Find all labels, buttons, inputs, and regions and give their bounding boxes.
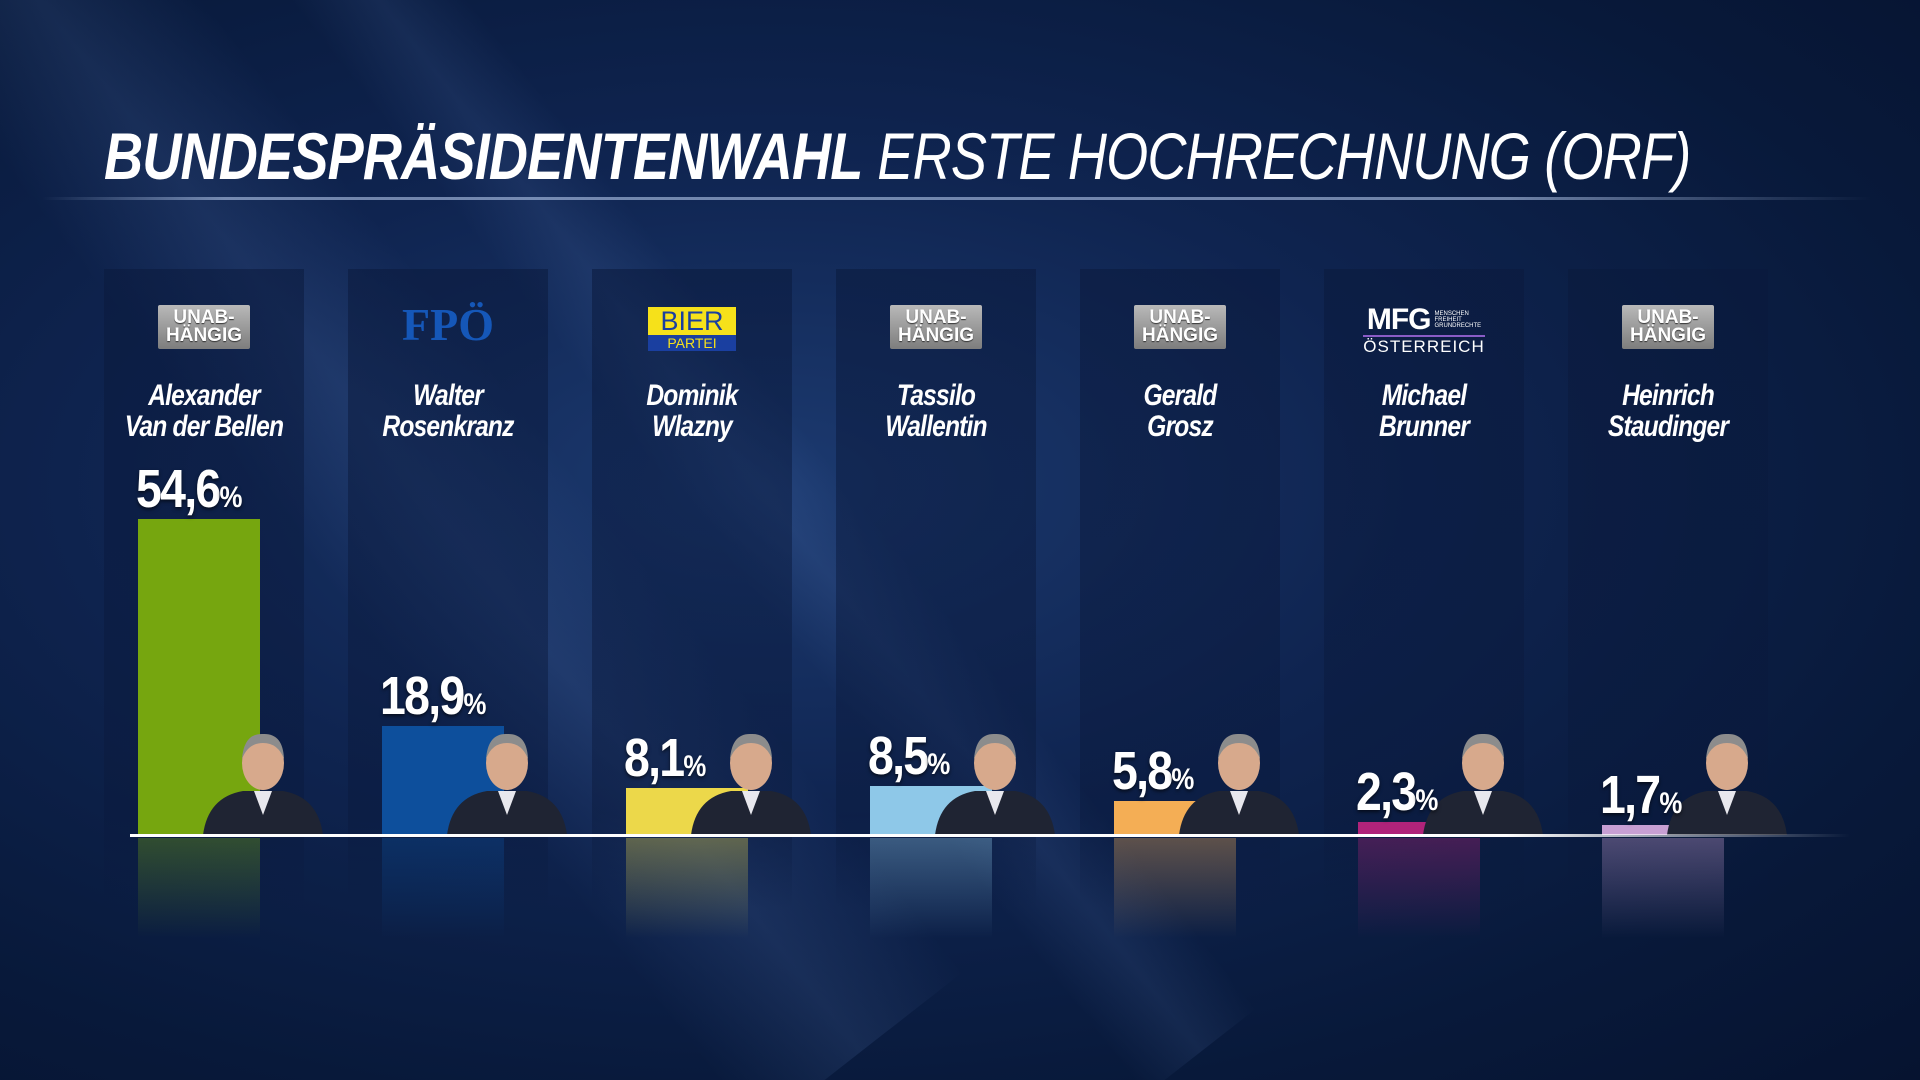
bar-reflection	[1358, 838, 1480, 938]
bar-reflection	[138, 838, 260, 938]
title-underline	[42, 197, 1872, 200]
x-tick-label: Michael Brunner	[1379, 379, 1470, 443]
bar-reflection	[1114, 838, 1236, 938]
x-tick-label: Alexander Van der Bellen	[124, 379, 284, 443]
value-label: 8,5%	[868, 725, 951, 786]
party-label: MFG	[1366, 303, 1432, 336]
candidate-photo	[447, 733, 567, 835]
party-label: UNAB- HÄNGIG	[1622, 305, 1714, 349]
x-tick-label: Dominik Wlazny	[646, 379, 738, 443]
bar	[1602, 825, 1724, 835]
party-logo: BIER PARTEI	[592, 305, 792, 351]
value-label: 5,8%	[1112, 741, 1195, 802]
party-sublabel: ÖSTERREICH	[1363, 335, 1485, 356]
x-tick-label: Heinrich Staudinger	[1607, 379, 1729, 443]
bar-reflection	[382, 838, 504, 938]
party-tagline: MENSCHEN FREIHEIT GRUNDRECHTE	[1434, 311, 1482, 329]
x-tick-label: Tassilo Wallentin	[885, 379, 987, 443]
party-logo: UNAB- HÄNGIG	[104, 305, 304, 349]
party-logo: MFG MENSCHEN FREIHEIT GRUNDRECHTE ÖSTERREI…	[1324, 305, 1524, 357]
baseline	[130, 834, 1850, 837]
value-label: 8,1%	[624, 728, 707, 789]
title-main: BUNDESPRÄSIDENTENWAHL	[104, 119, 863, 193]
candidate-photo	[691, 733, 811, 835]
party-logo: UNAB- HÄNGIG	[1080, 305, 1280, 349]
candidate-photo	[1179, 733, 1299, 835]
party-label: UNAB- HÄNGIG	[158, 305, 250, 349]
party-label: UNAB- HÄNGIG	[890, 305, 982, 349]
subtitle: ERSTE HOCHRECHNUNG (ORF)	[877, 119, 1691, 193]
candidate-photo	[203, 733, 323, 835]
party-logo: UNAB- HÄNGIG	[1568, 305, 1768, 349]
candidate-photo	[1423, 733, 1543, 835]
bar-reflection	[626, 838, 748, 938]
party-label: BIER	[648, 307, 736, 335]
value-label: 1,7%	[1600, 765, 1683, 826]
bar-reflection	[870, 838, 992, 938]
title: BUNDESPRÄSIDENTENWAHL ERSTE HOCHRECHNUNG …	[104, 118, 1691, 194]
x-tick-label: Gerald Grosz	[1143, 379, 1217, 443]
party-logo-row: MFG MENSCHEN FREIHEIT GRUNDRECHTE	[1367, 305, 1481, 335]
party-sublabel: PARTEI	[648, 335, 736, 351]
bar-reflection	[1602, 838, 1724, 938]
candidate-photo	[1667, 733, 1787, 835]
x-tick-label: Walter Rosenkranz	[382, 379, 514, 443]
candidate-photo	[935, 733, 1055, 835]
party-label: UNAB- HÄNGIG	[1134, 305, 1226, 349]
party-label: FPÖ	[402, 299, 494, 350]
party-logo: UNAB- HÄNGIG	[836, 305, 1036, 349]
value-label: 18,9%	[380, 665, 487, 726]
bar	[138, 519, 260, 835]
party-logo: FPÖ	[348, 301, 548, 349]
value-label: 2,3%	[1356, 761, 1439, 822]
value-label: 54,6%	[136, 459, 243, 519]
